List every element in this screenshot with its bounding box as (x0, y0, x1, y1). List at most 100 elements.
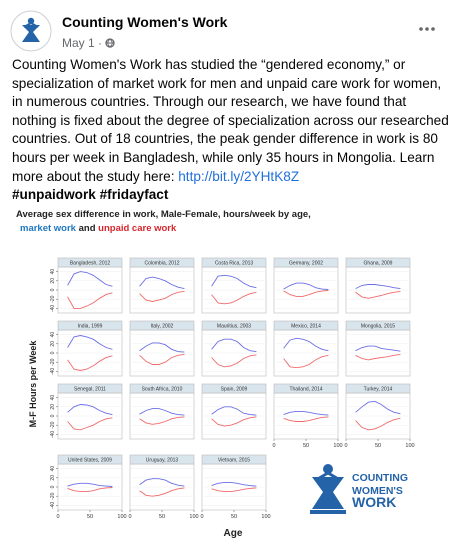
more-menu[interactable] (418, 26, 436, 32)
date[interactable]: May 1 (62, 36, 95, 50)
panel-strip (345, 383, 411, 394)
post-date[interactable]: May 1 · (62, 36, 116, 50)
panel-title: Mauritius, 2003 (217, 324, 251, 330)
separator: · (98, 36, 103, 50)
series-line (67, 355, 113, 371)
x-tick-label: 0 (56, 514, 59, 520)
series-line (283, 354, 329, 369)
post-body: Counting Women's Work has studied the “g… (12, 56, 452, 205)
series-line (67, 404, 113, 416)
panel-title: Colombia, 2012 (144, 261, 179, 267)
y-tick-label: 0 (50, 288, 56, 291)
series-line (283, 416, 329, 422)
panel-title: South Africa, 2010 (142, 387, 183, 393)
x-axis-label: Age (224, 528, 243, 539)
series-line (139, 342, 185, 353)
series-line (67, 417, 113, 431)
series-line (355, 290, 401, 299)
x-tick-label: 0 (128, 514, 131, 520)
series-line (139, 353, 185, 365)
panel-title: Senegal, 2011 (74, 387, 106, 393)
x-tick-label: 100 (405, 443, 414, 449)
y-tick-label: -40 (50, 305, 56, 312)
panel-strip (201, 257, 267, 268)
y-tick-label: 20 (50, 404, 56, 410)
series-line (139, 487, 185, 497)
panel-strip (345, 257, 411, 268)
panel-strip (273, 320, 339, 331)
legend-entry: market work (20, 223, 77, 234)
y-tick-label: 40 (50, 395, 56, 401)
logo-icon (310, 464, 346, 514)
series-line (355, 353, 401, 361)
panel-title: Uruguay, 2013 (146, 458, 179, 464)
panel-strip (57, 454, 123, 465)
series-line (139, 408, 185, 416)
chart: Average sex difference in work, Male-Fem… (0, 205, 462, 542)
y-tick-label: 20 (50, 475, 56, 481)
series-line (211, 338, 257, 353)
panel-title: Spain, 2009 (221, 387, 248, 393)
panel-strip (273, 257, 339, 268)
series-line (211, 406, 257, 416)
panel-title: Mongolia, 2015 (361, 324, 395, 330)
panel-strip (201, 454, 267, 465)
panel-strip (345, 320, 411, 331)
panel-strip (57, 320, 123, 331)
y-tick-label: 20 (50, 341, 56, 347)
post-text: Counting Women's Work has studied the “g… (12, 57, 449, 184)
series-line (67, 271, 113, 287)
x-tick-label: 50 (159, 514, 165, 520)
series-line (67, 292, 113, 309)
series-line (355, 400, 401, 415)
panel-title: Thailand, 2014 (289, 387, 322, 393)
series-line (283, 282, 329, 290)
y-tick-label: -20 (50, 492, 56, 499)
chart-title: Average sex difference in work, Male-Fem… (16, 209, 311, 220)
hashtags[interactable]: #unpaidwork #fridayfact (12, 187, 169, 203)
x-tick-label: 0 (200, 514, 203, 520)
avatar[interactable] (10, 10, 52, 52)
y-tick-label: -20 (50, 358, 56, 365)
x-tick-label: 100 (333, 443, 342, 449)
globe-icon (105, 38, 116, 48)
logo-text: COUNTING (352, 472, 408, 484)
panel-title: India, 1999 (78, 324, 103, 330)
post-link[interactable]: http://bit.ly/2YHtK8Z (178, 168, 300, 184)
legend: market work and unpaid care work (20, 223, 177, 234)
panel-strip (273, 383, 339, 394)
legend-joiner: and (79, 223, 96, 234)
series-line (67, 487, 113, 493)
x-tick-label: 50 (87, 514, 93, 520)
series-line (211, 487, 257, 493)
x-tick-label: 50 (231, 514, 237, 520)
y-tick-label: -40 (50, 431, 56, 438)
panel-title: Vietnam, 2015 (218, 458, 250, 464)
x-tick-label: 100 (261, 514, 270, 520)
panel-title: Ghana, 2009 (364, 261, 393, 267)
series-line (139, 478, 185, 487)
y-tick-label: 40 (50, 269, 56, 275)
series-line (283, 410, 329, 416)
panel-title: Italy, 2002 (151, 324, 174, 330)
panel-strip (129, 454, 195, 465)
panel-strip (129, 320, 195, 331)
panel-strip (129, 383, 195, 394)
panel-title: Bangladesh, 2012 (70, 261, 111, 267)
author-name[interactable]: Counting Women's Work (62, 14, 228, 30)
series-line (139, 290, 185, 302)
series-line (211, 274, 257, 289)
series-line (211, 354, 257, 368)
x-tick-label: 100 (189, 514, 198, 520)
panel-title: Turkey, 2014 (364, 387, 393, 393)
series-line (67, 482, 113, 487)
logo-text: WOMEN'S (352, 485, 403, 497)
x-tick-label: 0 (272, 443, 275, 449)
series-line (67, 335, 113, 350)
panel-strip (57, 383, 123, 394)
y-tick-label: -40 (50, 368, 56, 375)
y-tick-label: -20 (50, 421, 56, 428)
y-tick-label: 20 (50, 278, 56, 284)
y-tick-label: 0 (50, 351, 56, 354)
legend-entry: unpaid care work (98, 223, 177, 234)
